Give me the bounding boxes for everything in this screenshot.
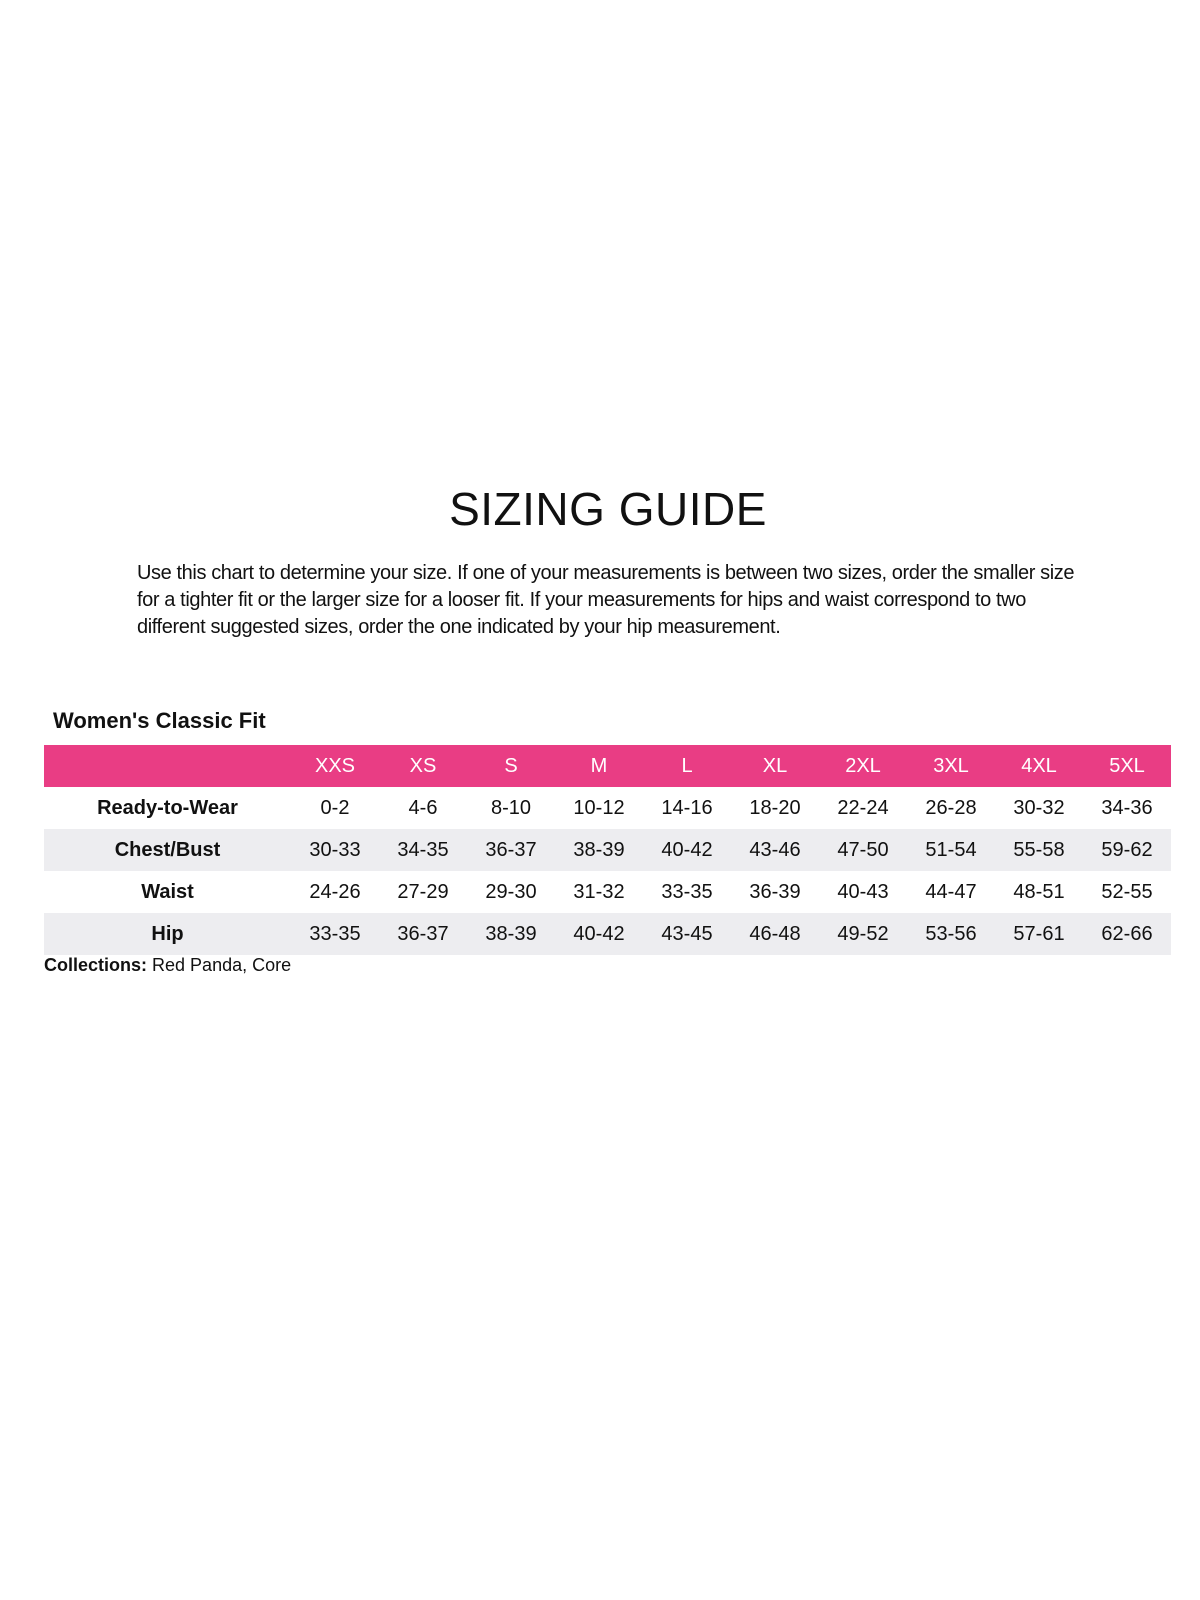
table-cell: 8-10: [490, 796, 532, 819]
size-header: XXS: [291, 745, 379, 787]
table-cell: 33-35: [291, 913, 379, 955]
table-cell: 29-30: [485, 880, 537, 903]
table-cell: 22-24: [837, 796, 889, 819]
table-cell: 59-62: [1083, 829, 1171, 871]
table-cell: 43-46: [731, 829, 819, 871]
size-header: 5XL: [1083, 745, 1171, 787]
table-row: Chest/Bust 30-33 34-35 36-37 38-39 40-42 43-46…: [44, 829, 1171, 871]
table-cell: 30-32: [1013, 796, 1065, 819]
row-label: Hip: [44, 913, 291, 955]
table-row: Ready-to-Wear 0-2 4-6 8-10 10-12 14-16 18-20 22…: [44, 787, 1171, 829]
table-cell: 10-12: [573, 796, 625, 819]
page-title: SIZING GUIDE: [449, 483, 767, 535]
size-header: XL: [731, 745, 819, 787]
row-label: Ready-to-Wear: [97, 796, 238, 819]
collections-value: Red Panda, Core: [152, 955, 292, 975]
size-header: M: [555, 745, 643, 787]
size-header: L: [643, 745, 731, 787]
table-cell: 40-42: [643, 829, 731, 871]
intro-text: Use this chart to determine your size. I…: [137, 562, 1075, 638]
table-cell: 38-39: [555, 829, 643, 871]
size-header: 4XL: [995, 745, 1083, 787]
table-row: Hip 33-35 36-37 38-39 40-42 43-45 46-48 49-52 53…: [44, 913, 1171, 955]
table-cell: 14-16: [661, 796, 713, 819]
collections-label: Collections:: [44, 955, 148, 975]
table-cell: 52-55: [1101, 880, 1153, 903]
table-cell: 57-61: [995, 913, 1083, 955]
table-cell: 51-54: [907, 829, 995, 871]
table-cell: 49-52: [819, 913, 907, 955]
table-cell: 47-50: [819, 829, 907, 871]
table-cell: 36-37: [379, 913, 467, 955]
table-cell: 4-6: [408, 796, 438, 819]
table-cell: 33-35: [661, 880, 713, 903]
table-cell: 53-56: [907, 913, 995, 955]
table-cell: 36-39: [749, 880, 801, 903]
table-cell: 43-45: [643, 913, 731, 955]
table-cell: 34-35: [379, 829, 467, 871]
header-blank: [44, 745, 291, 787]
table-cell: 0-2: [320, 796, 350, 819]
table-cell: 55-58: [995, 829, 1083, 871]
table-cell: 18-20: [749, 796, 801, 819]
table-cell: 40-43: [837, 880, 889, 903]
table-cell: 27-29: [397, 880, 449, 903]
size-header: XS: [379, 745, 467, 787]
table-cell: 31-32: [573, 880, 625, 903]
row-label: Waist: [141, 880, 194, 903]
table-cell: 24-26: [309, 880, 361, 903]
header-row: XXS XS S M L XL 2XL 3XL 4XL 5XL: [44, 745, 1171, 787]
row-label: Chest/Bust: [44, 829, 291, 871]
size-table: XXS XS S M L XL 2XL 3XL 4XL 5XL Ready-to-Wear 0-2 4…: [44, 745, 1171, 955]
fit-title: Women's Classic Fit: [53, 708, 266, 733]
table-cell: 30-33: [291, 829, 379, 871]
table-cell: 36-37: [467, 829, 555, 871]
size-header: 2XL: [819, 745, 907, 787]
table-cell: 26-28: [925, 796, 977, 819]
size-header: S: [467, 745, 555, 787]
table-cell: 34-36: [1101, 796, 1153, 819]
table-cell: 48-51: [1013, 880, 1065, 903]
collections-note: Collections: Red Panda, Core: [44, 955, 291, 976]
table-row: Waist 24-26 27-29 29-30 31-32 33-35 36-39 40-43…: [44, 871, 1171, 913]
size-header: 3XL: [907, 745, 995, 787]
table-cell: 46-48: [731, 913, 819, 955]
table-cell: 44-47: [925, 880, 977, 903]
table-cell: 38-39: [467, 913, 555, 955]
table-cell: 62-66: [1083, 913, 1171, 955]
table-cell: 40-42: [555, 913, 643, 955]
